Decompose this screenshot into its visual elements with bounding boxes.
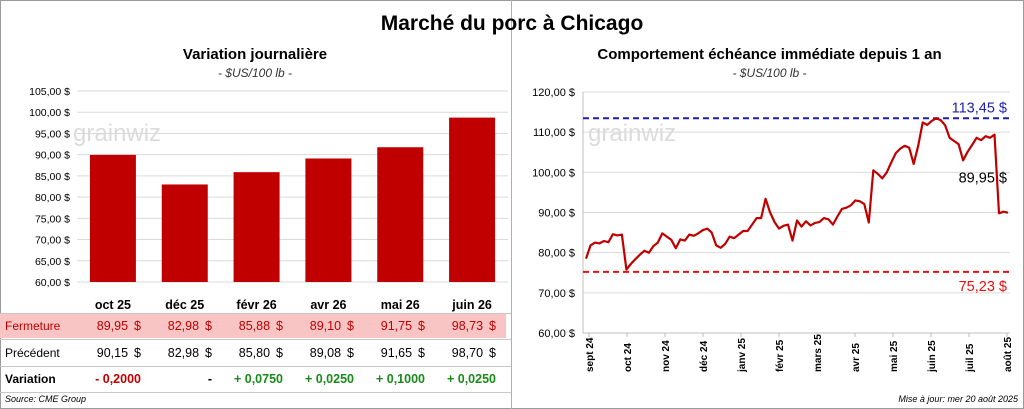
table-cell: 82,98 $ bbox=[167, 346, 212, 360]
table-cell: 85,88 $ bbox=[238, 319, 283, 333]
right-chart-subtitle: - $US/100 lb - bbox=[732, 66, 807, 80]
update-note: Mise à jour: mer 20 août 2025 bbox=[898, 394, 1018, 404]
x-tick-label: déc 25 bbox=[165, 298, 204, 312]
left-chart-title: Variation journalière bbox=[182, 46, 328, 63]
y-tick-label: 100,00 $ bbox=[532, 167, 575, 179]
left-chart-subtitle: - $US/100 lb - bbox=[217, 66, 293, 80]
y-tick-label: 60,00 $ bbox=[35, 277, 70, 289]
x-tick-label: janv 25 bbox=[737, 338, 748, 373]
table-cell: 82,98 $ bbox=[167, 319, 212, 333]
row-label: Variation bbox=[5, 372, 56, 386]
x-tick-label: oct 25 bbox=[95, 298, 131, 312]
x-tick-label: févr 25 bbox=[775, 339, 786, 372]
y-tick-label: 70,00 $ bbox=[35, 235, 70, 247]
watermark-logo: grainwiz bbox=[588, 120, 676, 147]
table-top-border bbox=[0, 313, 511, 314]
table-cell: 91,75 $ bbox=[380, 319, 425, 333]
bar bbox=[89, 154, 136, 282]
y-tick-label: 80,00 $ bbox=[538, 248, 575, 260]
bar bbox=[161, 184, 208, 282]
table-cell: + 0,0250 bbox=[304, 372, 354, 386]
max-reference-label: 113,45 $ bbox=[952, 100, 1007, 116]
source-note: Source: CME Group bbox=[5, 394, 87, 404]
x-tick-label: juin 25 bbox=[927, 340, 938, 373]
table-row-fermeture: Fermeture 89,95 $ 82,98 $ 85,88 $ 89,10 $ 91… bbox=[0, 314, 506, 338]
table-cell: 85,80 $ bbox=[238, 346, 283, 360]
bar bbox=[233, 172, 280, 282]
x-tick-label: sept 24 bbox=[585, 337, 596, 372]
table-row-variation: Variation - 0,2000 - + 0,0750 + 0,0250 +… bbox=[0, 367, 506, 391]
x-tick-label: juil 25 bbox=[965, 343, 976, 373]
table-cell: 98,70 $ bbox=[451, 346, 496, 360]
x-tick-label: avr 25 bbox=[851, 343, 862, 372]
x-tick-label: mai 25 bbox=[889, 340, 900, 372]
x-tick-label: juin 26 bbox=[451, 298, 492, 312]
last-price-label: 89,95 $ bbox=[959, 171, 1007, 187]
min-reference-label: 75,23 $ bbox=[959, 279, 1007, 295]
table-cell: - bbox=[207, 372, 212, 386]
x-tick-label: mai 26 bbox=[381, 298, 420, 312]
table-cell: + 0,0750 bbox=[233, 372, 283, 386]
y-tick-label: 75,00 $ bbox=[35, 213, 70, 225]
x-tick-label: févr 26 bbox=[236, 298, 276, 312]
y-tick-label: 90,00 $ bbox=[538, 208, 575, 220]
row-label: Fermeture bbox=[5, 319, 61, 333]
y-tick-label: 60,00 $ bbox=[538, 328, 575, 340]
x-tick-label: août 25 bbox=[1003, 337, 1014, 372]
bar bbox=[305, 158, 352, 282]
y-tick-label: 100,00 $ bbox=[29, 107, 70, 119]
table-row-border bbox=[0, 339, 511, 340]
bar bbox=[449, 117, 496, 282]
x-tick-label: oct 24 bbox=[623, 343, 634, 372]
table-row-precedent: Précédent 90,15 $ 82,98 $ 85,80 $ 89,08 $ 91… bbox=[0, 341, 506, 365]
y-tick-label: 85,00 $ bbox=[35, 171, 70, 183]
table-row-border bbox=[0, 366, 511, 367]
table-cell: 98,73 $ bbox=[451, 319, 496, 333]
table-cell: 89,95 $ bbox=[96, 319, 141, 333]
table-cell: 89,08 $ bbox=[309, 346, 354, 360]
bar bbox=[377, 147, 424, 282]
y-tick-label: 105,00 $ bbox=[29, 86, 70, 98]
table-bottom-border bbox=[0, 392, 511, 393]
table-cell: 89,10 $ bbox=[309, 319, 354, 333]
y-tick-label: 65,00 $ bbox=[35, 256, 70, 268]
table-cell: 91,65 $ bbox=[380, 346, 425, 360]
y-tick-label: 80,00 $ bbox=[35, 192, 70, 204]
price-series-line bbox=[584, 117, 1009, 271]
table-cell: 90,15 $ bbox=[96, 346, 141, 360]
panel-divider bbox=[511, 0, 512, 409]
table-cell: + 0,1000 bbox=[375, 372, 425, 386]
table-cell: - 0,2000 bbox=[95, 372, 141, 386]
table-cell: + 0,0250 bbox=[446, 372, 496, 386]
x-tick-label: mars 25 bbox=[813, 334, 824, 372]
y-tick-label: 110,00 $ bbox=[533, 127, 575, 139]
x-tick-label: déc 24 bbox=[699, 340, 710, 372]
y-tick-label: 120,00 $ bbox=[532, 87, 575, 99]
y-tick-label: 90,00 $ bbox=[35, 150, 70, 162]
x-tick-label: avr 26 bbox=[310, 298, 346, 312]
right-chart-title: Comportement échéance immédiate depuis 1… bbox=[597, 46, 942, 63]
row-label: Précédent bbox=[5, 346, 60, 360]
y-tick-label: 70,00 $ bbox=[538, 288, 575, 300]
y-tick-label: 95,00 $ bbox=[35, 128, 70, 140]
x-tick-label: nov 24 bbox=[661, 340, 672, 372]
page-title: Marché du porc à Chicago bbox=[380, 12, 644, 35]
